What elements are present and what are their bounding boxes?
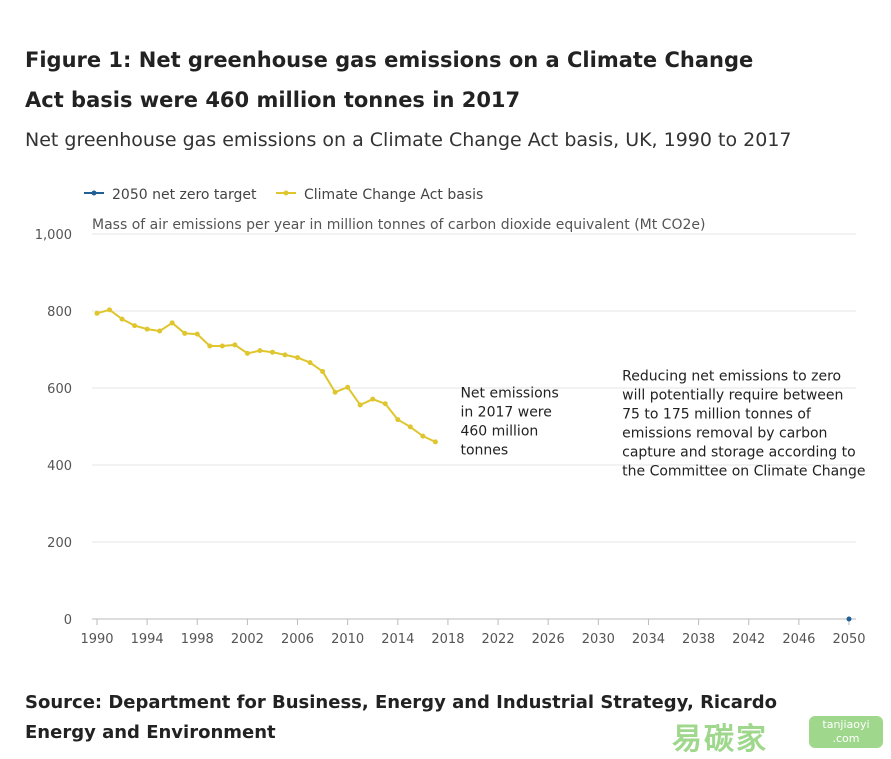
data-point-1995 — [157, 328, 163, 334]
data-point-1996 — [169, 320, 175, 326]
data-point-1999 — [207, 343, 213, 349]
annotation-0-line: in 2017 were — [460, 405, 551, 421]
x-tick-label: 2010 — [331, 632, 364, 647]
annotation-0-line: 460 million — [460, 424, 538, 440]
watermark-brand: 易碳家 — [672, 722, 768, 757]
data-point-2014 — [395, 417, 401, 423]
data-point-2017 — [432, 439, 438, 445]
y-tick-label: 400 — [47, 459, 72, 474]
x-tick-label: 2026 — [532, 632, 565, 647]
data-point-2050 — [846, 616, 852, 622]
data-point-2009 — [332, 389, 338, 395]
data-point-1990 — [94, 310, 100, 316]
x-tick-label: 2042 — [732, 632, 765, 647]
x-tick-label: 2050 — [832, 632, 865, 647]
annotations: Net emissions in 2017 were 460 million tonn… — [460, 368, 865, 479]
data-point-2016 — [420, 433, 426, 439]
chart-subtitle: Net greenhouse gas emissions on a Climat… — [25, 129, 792, 151]
x-tick-label: 2006 — [281, 632, 314, 647]
series-lines — [94, 307, 852, 622]
x-tick-label: 2046 — [782, 632, 815, 647]
annotation-1-line: the Committee on Climate Change — [622, 463, 865, 479]
data-point-2012 — [370, 396, 376, 402]
x-tick-label: 1990 — [80, 632, 113, 647]
legend-marker-0 — [91, 190, 97, 196]
annotation-0-line: tonnes — [460, 443, 508, 459]
data-point-2003 — [257, 348, 263, 354]
y-tick-label: 600 — [47, 382, 72, 397]
watermark: 易碳家 tanjiaoyi .com — [672, 712, 887, 757]
data-point-1997 — [182, 330, 188, 336]
data-point-2005 — [282, 352, 288, 358]
data-point-2010 — [345, 384, 351, 390]
data-point-1992 — [119, 316, 125, 322]
annotation-1-line: capture and storage according to — [622, 444, 856, 460]
data-point-2001 — [232, 342, 238, 348]
y-tick-label: 200 — [47, 536, 72, 551]
series-line-1 — [96, 308, 436, 443]
annotation-0-line: Net emissions — [460, 386, 558, 402]
data-point-2011 — [357, 402, 363, 408]
watermark-site-line2: .com — [832, 732, 860, 745]
y-axis-ticks: 0 200 400 600 800 1,000 — [35, 228, 72, 628]
watermark-site-line1: tanjiaoyi — [822, 718, 870, 731]
legend-label-1: Climate Change Act basis — [304, 187, 483, 203]
y-tick-label: 1,000 — [35, 228, 72, 243]
x-tick-label: 2034 — [632, 632, 665, 647]
annotation-1-line: Reducing net emissions to zero — [622, 368, 841, 384]
y-axis-label: Mass of air emissions per year in millio… — [92, 217, 705, 233]
data-point-2000 — [219, 343, 225, 349]
annotation-1-line: emissions removal by carbon — [622, 425, 827, 441]
x-axis: 1990 1994 1998 2002 2006 2010 2014 2018 2022 2026… — [80, 618, 866, 647]
y-tick-label: 800 — [47, 305, 72, 320]
x-tick-label: 2014 — [381, 632, 414, 647]
x-tick-label: 2018 — [431, 632, 464, 647]
data-point-2002 — [244, 350, 250, 356]
x-tick-label: 2030 — [582, 632, 615, 647]
data-point-1993 — [132, 323, 138, 329]
x-tick-label: 2038 — [682, 632, 715, 647]
gridlines — [92, 233, 856, 543]
x-tick-label: 1998 — [181, 632, 214, 647]
x-tick-label: 2002 — [231, 632, 264, 647]
source-note: Source: Department for Business, Energy … — [25, 692, 778, 743]
data-point-1998 — [194, 331, 200, 337]
y-tick-label: 0 — [64, 613, 72, 628]
data-point-1994 — [144, 326, 150, 332]
annotation-1-line: will potentially require between — [622, 387, 843, 403]
data-point-2013 — [382, 401, 388, 407]
data-point-2006 — [295, 355, 301, 361]
x-tick-label: 1994 — [131, 632, 164, 647]
data-point-2004 — [269, 349, 275, 355]
chart-title: Figure 1: Net greenhouse gas emissions o… — [25, 48, 754, 112]
line-chart: 2050 net zero target Climate Change Act b… — [35, 187, 866, 647]
legend-marker-1 — [283, 190, 289, 196]
chart-legend: 2050 net zero target Climate Change Act b… — [84, 187, 483, 203]
data-point-1991 — [107, 307, 113, 313]
data-point-2007 — [307, 360, 313, 366]
data-point-2015 — [407, 424, 413, 430]
x-tick-label: 2022 — [482, 632, 515, 647]
legend-label-0: 2050 net zero target — [112, 187, 257, 203]
data-point-2008 — [320, 368, 326, 374]
watermark-badge: tanjiaoyi .com — [809, 716, 883, 748]
annotation-1-line: 75 to 175 million tonnes of — [622, 406, 812, 422]
